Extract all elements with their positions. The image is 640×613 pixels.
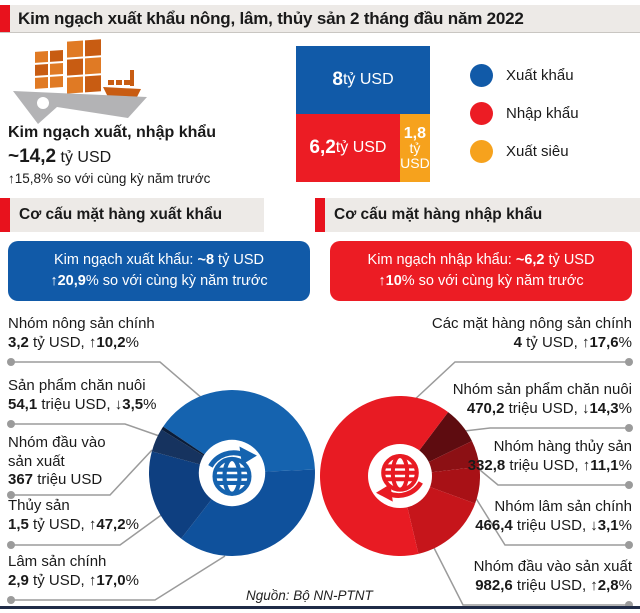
import-box-line1: Kim ngạch nhập khẩu: ~6,2 tỷ USD (367, 252, 595, 268)
globe-icon (376, 454, 423, 502)
pie-label-export-agri: Nhóm nông sản chính 3,2 tỷ USD, ↑10,2% (8, 315, 155, 351)
surplus-unit2: USD (400, 154, 430, 171)
surplus-legend-dot (470, 140, 493, 163)
pie-label-import-forestry: Nhóm lâm sản chính 466,4 triệu USD, ↓3,1… (475, 498, 632, 534)
surplus-block: 1,8 tỷ USD (399, 114, 430, 182)
pie-label-export-forestry: Lâm sản chính 2,9 tỷ USD, ↑17,0% (8, 553, 139, 589)
export-box-line1: Kim ngạch xuất khẩu: ~8 tỷ USD (54, 252, 264, 268)
legend: Xuất khẩu Nhập khẩu Xuất siêu (470, 64, 579, 178)
summary-change: ↑15,8% so với cùng kỳ năm trước (8, 171, 211, 186)
pie-label-import-fishery: Nhóm hàng thủy sản 332,8 triệu USD, ↑11,… (467, 438, 632, 474)
export-block: 8 tỷ USD (296, 46, 430, 114)
export-pie-chart (149, 390, 315, 556)
legend-item-surplus: Xuất siêu (470, 140, 579, 163)
legend-label: Nhập khẩu (506, 105, 579, 122)
pie-slice (181, 469, 315, 556)
page-title: Kim ngạch xuất khẩu nông, lâm, thủy sản … (18, 8, 524, 28)
import-legend-dot (470, 102, 493, 125)
section-header-export: Cơ cấu mặt hàng xuất khẩu (0, 198, 264, 232)
block-chart: 8 tỷ USD 6,2 tỷ USD 1,8 tỷ USD (296, 46, 430, 182)
pie-label-import-agri: Các mặt hàng nông sản chính 4 tỷ USD, ↑1… (431, 315, 632, 351)
red-accent-bar (0, 198, 10, 232)
bottom-divider (0, 606, 640, 609)
export-legend-dot (470, 64, 493, 87)
import-summary-box: Kim ngạch nhập khẩu: ~6,2 tỷ USD ↑10% so… (330, 241, 632, 301)
legend-item-export: Xuất khẩu (470, 64, 579, 87)
pie-label-import-inputs: Nhóm đầu vào sản xuất 982,6 triệu USD, ↑… (473, 558, 632, 594)
surplus-value: 1,8 (403, 124, 427, 142)
legend-label: Xuất siêu (506, 143, 569, 160)
red-accent-bar (315, 198, 325, 232)
section-header-import: Cơ cấu mặt hàng nhập khẩu (315, 198, 640, 232)
red-accent-bar (0, 5, 10, 32)
pie-label-export-livestock: Sản phẩm chăn nuôi 54,1 triệu USD, ↓3,5% (8, 377, 157, 413)
turnover-summary: Kim ngạch xuất, nhập khẩu ~14,2 tỷ USD ↑… (8, 124, 216, 186)
tug-boat-icon (103, 70, 141, 99)
summary-value: ~14,2 tỷ USD (8, 146, 112, 167)
pie-label-import-livestock: Nhóm sản phẩm chăn nuôi 470,2 triệu USD,… (452, 381, 632, 417)
pie-label-export-inputs: Nhóm đầu vào sản xuất 367 triệu USD (8, 434, 106, 488)
globe-icon (208, 446, 257, 496)
source-note: Nguồn: Bộ NN-PTNT (246, 588, 373, 603)
legend-label: Xuất khẩu (506, 67, 574, 84)
import-pie-chart (320, 396, 480, 556)
import-block: 6,2 tỷ USD (296, 114, 400, 182)
export-summary-box: Kim ngạch xuất khẩu: ~8 tỷ USD ↑20,9% so… (8, 241, 310, 301)
section-title: Cơ cấu mặt hàng xuất khẩu (19, 206, 223, 223)
summary-label: Kim ngạch xuất, nhập khẩu (8, 124, 217, 141)
title-bar: Kim ngạch xuất khẩu nông, lâm, thủy sản … (0, 5, 640, 33)
pie-label-export-fishery: Thủy sản 1,5 tỷ USD, ↑47,2% (8, 497, 139, 533)
export-box-line2: ↑20,9% so với cùng kỳ năm trước (50, 273, 268, 289)
cargo-ship-icon (13, 39, 147, 124)
section-title: Cơ cấu mặt hàng nhập khẩu (334, 206, 543, 223)
surplus-unit1: tỷ (409, 139, 421, 156)
pie-slice (163, 390, 315, 473)
import-box-line2: ↑10% so với cùng kỳ năm trước (378, 273, 584, 289)
legend-item-import: Nhập khẩu (470, 102, 579, 125)
